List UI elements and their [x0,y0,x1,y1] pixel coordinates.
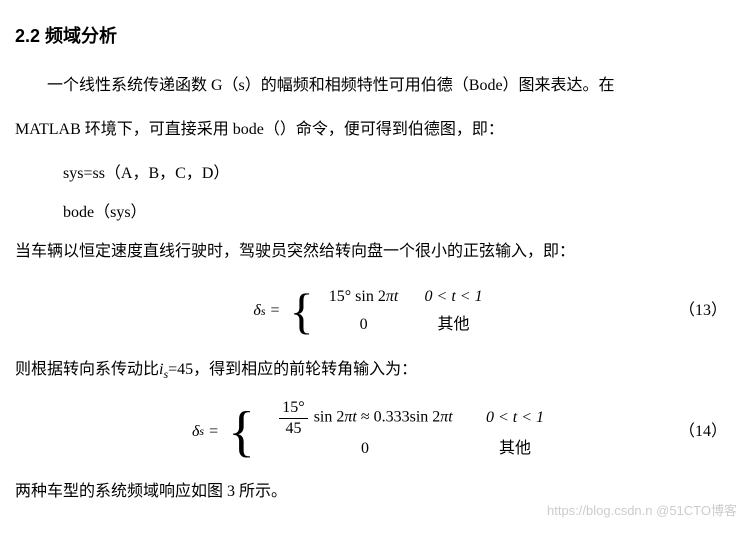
p2-text: 当车辆以恒定速度直线行驶时，驾驶员突然给转向盘一个很小的正弦输入，即： [15,243,575,260]
eq14-cases: 15° 45 sin 2πt ≈ 0.333sin 2πt 0 < t < 1 … [260,401,560,463]
eq13-case1: 15° sin 2πt 0 < t < 1 [319,283,499,311]
p4-text: 两种车型的系统频域响应如图 3 所示。 [15,483,287,500]
eq13-content: δs = { 15° sin 2πt 0 < t < 1 0 其他 [253,283,498,339]
code2-text: bode（sys） [63,204,147,221]
eq14-case2-cond: 其他 [470,435,560,464]
eq13-equals: = [271,297,280,326]
eq14-case2: 0 其他 [260,435,560,463]
eq14-case1: 15° 45 sin 2πt ≈ 0.333sin 2πt 0 < t < 1 [260,401,560,435]
eq13-cases: 15° sin 2πt 0 < t < 1 0 其他 [319,283,499,339]
code-line-1: sys=ss（A，B，C，D） [63,160,737,189]
eq14-frac: 15° 45 [279,398,307,437]
paragraph-1b: MATLAB 环境下，可直接采用 bode（）命令，便可得到伯德图，即： [15,116,737,145]
section-title: 2.2 频域分析 [15,20,737,52]
equation-13: δs = { 15° sin 2πt 0 < t < 1 0 其他 （13） [15,281,737,341]
section-title-text: 频域分析 [45,26,117,46]
eq13-lhs-sub: s [261,301,266,323]
eq13-case1-expr: 15° sin 2πt [319,283,409,312]
eq13-case1-cond: 0 < t < 1 [409,283,499,312]
eq14-case1-expr: 15° 45 sin 2πt ≈ 0.333sin 2πt [260,398,470,437]
eq14-brace: { [228,410,255,455]
paragraph-2: 当车辆以恒定速度直线行驶时，驾驶员突然给转向盘一个很小的正弦输入，即： [15,238,737,267]
watermark-text1: https://blog.csdn.n [547,503,653,518]
eq14-number: （14） [679,418,727,447]
section-number: 2.2 [15,26,40,46]
eq13-number: （13） [679,297,727,326]
p3-text-b: =45，得到相应的前轮转角输入为： [168,361,417,378]
eq14-content: δs = { 15° 45 sin 2πt ≈ 0.333sin 2πt 0 <… [192,401,560,463]
eq13-case2: 0 其他 [319,311,499,339]
eq13-case2-expr: 0 [319,311,409,340]
code-line-2: bode（sys） [63,199,737,228]
eq14-case1-cond: 0 < t < 1 [470,404,560,433]
equation-14: δs = { 15° 45 sin 2πt ≈ 0.333sin 2πt 0 <… [15,401,737,463]
eq14-equals: = [209,418,218,447]
paragraph-1a: 一个线性系统传递函数 G（s）的幅频和相频特性可用伯德（Bode）图来表达。在 [15,72,737,101]
eq13-brace: { [290,291,314,331]
eq14-lhs-sub: s [199,421,204,443]
eq14-frac-num: 15° [279,398,307,418]
watermark-text2: @51CTO博客 [656,503,737,518]
p1-text-b: MATLAB 环境下，可直接采用 bode（）命令，便可得到伯德图，即： [15,121,504,138]
code1-text: sys=ss（A，B，C，D） [63,165,229,182]
p1-text-a: 一个线性系统传递函数 G（s）的幅频和相频特性可用伯德（Bode）图来表达。在 [47,77,615,94]
paragraph-3: 则根据转向系传动比is=45，得到相应的前轮转角输入为： [15,356,737,386]
eq14-case2-expr: 0 [260,435,470,464]
eq13-case2-cond: 其他 [409,311,499,340]
p3-text-a: 则根据转向系传动比 [15,361,159,378]
eq14-lhs-symbol: δ [192,418,199,447]
watermark: https://blog.csdn.n @51CTO博客 [547,499,737,522]
eq13-lhs-symbol: δ [253,297,260,326]
